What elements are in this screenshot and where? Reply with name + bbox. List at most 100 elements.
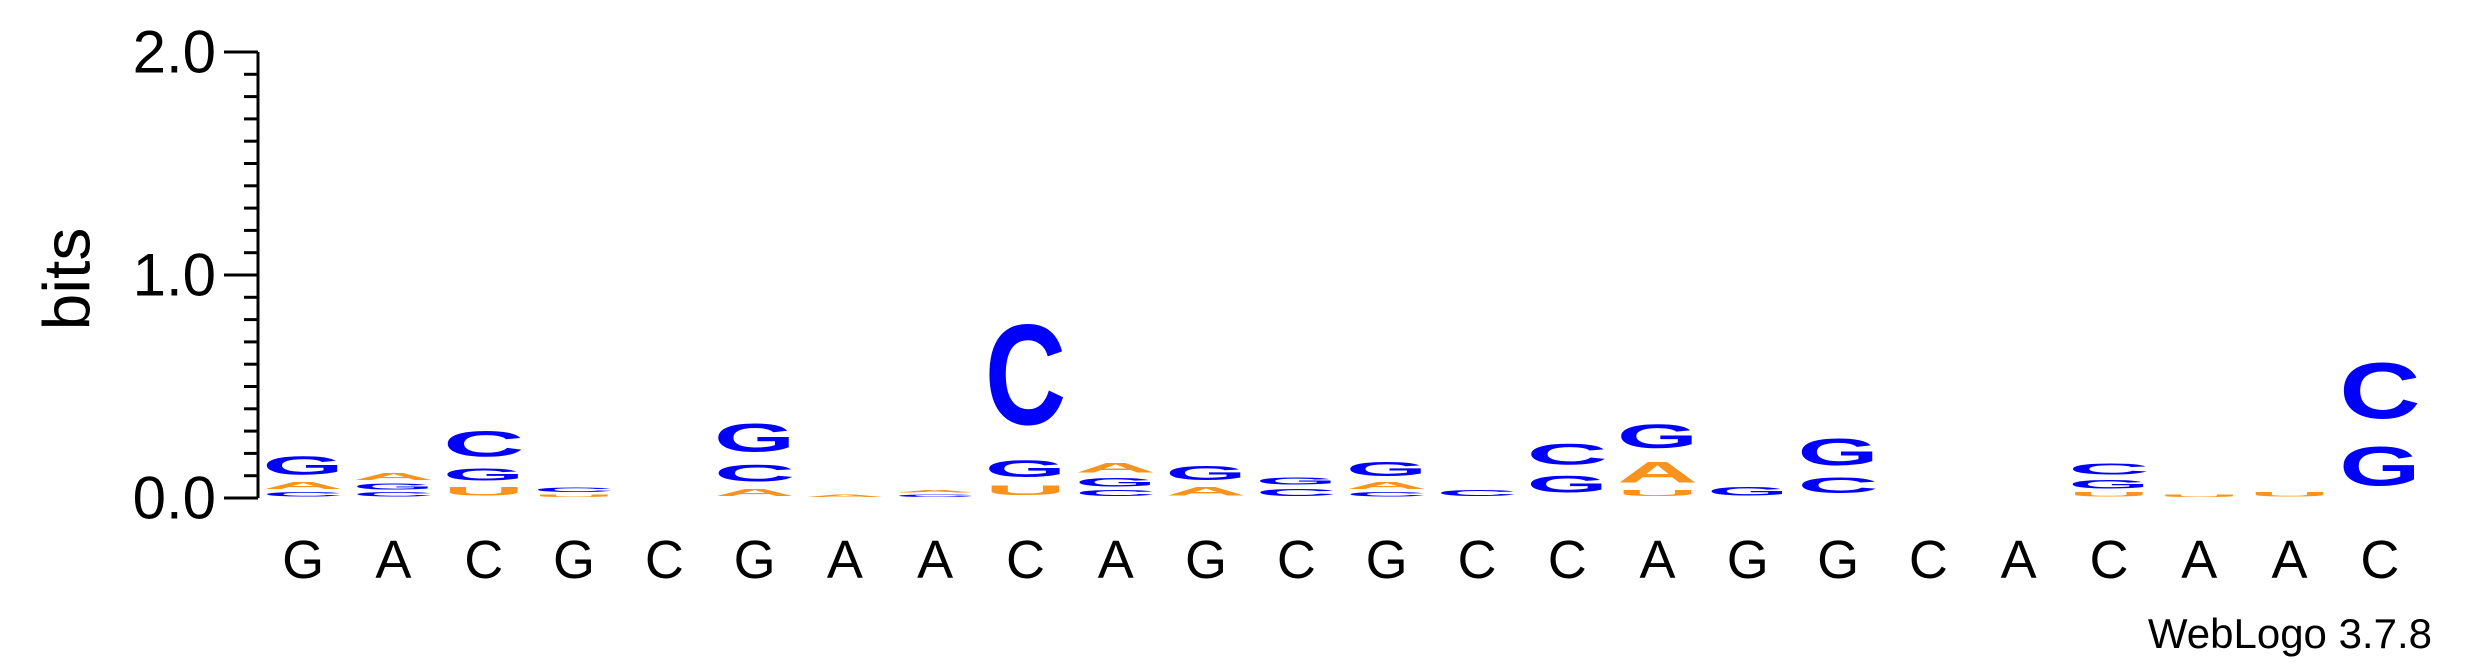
logo-column: CG	[1797, 431, 1878, 498]
logo-column: CGA	[1075, 460, 1156, 498]
logo-column: CGA	[353, 471, 434, 498]
x-position-label: A	[2272, 530, 2308, 590]
logo-letter-U: U	[2068, 491, 2149, 498]
logo-column: CG	[1256, 476, 1337, 498]
logo-letter-G: G	[1527, 471, 1608, 498]
logo-letter-C: C	[443, 424, 524, 464]
logo-letter-G: G	[1165, 462, 1246, 484]
x-position-label: G	[734, 530, 776, 590]
logo-letter-G: G	[1256, 476, 1337, 487]
x-position-label: C	[645, 530, 684, 590]
logo-letter-U: U	[1617, 489, 1698, 498]
logo-letter-C: C	[1797, 474, 1878, 498]
logo-letter-A: A	[895, 489, 976, 493]
logo-letter-G: G	[443, 464, 524, 484]
logo-column: UGC	[2068, 460, 2149, 498]
x-position-label: C	[1277, 530, 1316, 590]
logo-letter-C: C	[353, 491, 434, 498]
x-position-label: A	[2181, 530, 2217, 590]
logo-column: A	[804, 494, 885, 498]
logo-letter-C: C	[714, 460, 795, 487]
logo-letter-G: G	[1075, 476, 1156, 489]
logo-letter-G: G	[1346, 458, 1427, 480]
logo-letter-C: C	[2339, 346, 2420, 435]
logo-letter-A: A	[714, 487, 795, 498]
logo-letter-G: G	[1707, 485, 1788, 498]
logo-letter-C: C	[2068, 460, 2149, 478]
x-position-label: G	[1727, 530, 1769, 590]
x-position-label: G	[282, 530, 324, 590]
logo-column: CA	[895, 489, 976, 498]
logo-column: C	[1436, 489, 1517, 498]
logo-column: U	[2249, 491, 2330, 498]
x-position-label: C	[2360, 530, 2399, 590]
x-position-label: A	[1640, 530, 1676, 590]
logo-letter-A: A	[263, 480, 344, 491]
x-position-label: A	[827, 530, 863, 590]
logo-letter-U: U	[443, 485, 524, 498]
logo-letter-U: U	[2249, 491, 2330, 498]
y-tick-label: 2.0	[133, 19, 216, 86]
logo-letter-C: C	[985, 295, 1066, 455]
logo-letter-G: G	[985, 456, 1066, 483]
x-position-label: G	[1185, 530, 1227, 590]
logo-column: GC	[2339, 346, 2420, 498]
logo-letter-U: U	[985, 482, 1066, 498]
logo-letter-G: G	[714, 415, 795, 460]
logo-letter-C: C	[895, 494, 976, 498]
y-axis-label: bits	[29, 228, 103, 331]
logo-letter-U: U	[533, 494, 614, 498]
logo-letter-A: A	[1346, 480, 1427, 491]
x-position-label: G	[553, 530, 595, 590]
logo-letter-C: C	[1527, 438, 1608, 471]
logo-letter-C: C	[533, 487, 614, 494]
y-axis: 0.0 1.0 2.0	[133, 19, 260, 532]
logo-letter-G: G	[1797, 431, 1878, 473]
logo-letter-A: A	[353, 471, 434, 482]
x-position-label: A	[917, 530, 953, 590]
x-position-label: C	[1457, 530, 1496, 590]
x-position-label: G	[1366, 530, 1408, 590]
x-position-label: A	[2001, 530, 2037, 590]
weblogo-version-footer: WebLogo 3.7.8	[2148, 610, 2432, 657]
logo-letter-U: U	[2159, 494, 2240, 498]
logo-column: CAG	[263, 451, 344, 498]
logo-letter-G: G	[263, 451, 344, 480]
logo-letter-G: G	[353, 482, 434, 491]
logo-column: UAG	[1617, 418, 1698, 498]
logo-column: UGC	[985, 295, 1066, 498]
x-position-label: C	[1548, 530, 1587, 590]
logo-letter-C: C	[1256, 487, 1337, 498]
logo-column: UC	[533, 487, 614, 498]
logo-letter-C: C	[1075, 489, 1156, 498]
x-position-label: C	[464, 530, 503, 590]
logo-letter-G: G	[2339, 435, 2420, 498]
x-position-label: C	[1006, 530, 1045, 590]
x-position-label: G	[1817, 530, 1859, 590]
logo-letter-C: C	[1436, 489, 1517, 498]
logo-column: ACG	[714, 415, 795, 498]
logo-letter-A: A	[804, 494, 885, 498]
logo-letter-G: G	[1617, 418, 1698, 455]
logo-letter-C: C	[1346, 491, 1427, 498]
logo-letter-G: G	[2068, 478, 2149, 491]
logo-column: AG	[1165, 462, 1246, 498]
logo-column: UGC	[443, 424, 524, 498]
x-position-label: A	[375, 530, 411, 590]
x-position-label: A	[1098, 530, 1134, 590]
y-tick-label: 0.0	[133, 465, 216, 532]
x-position-label: C	[1909, 530, 1948, 590]
logo-letter-A: A	[1165, 485, 1246, 498]
x-position-label: C	[2089, 530, 2128, 590]
y-tick-label: 1.0	[133, 242, 216, 309]
logo-letter-C: C	[263, 491, 344, 498]
logo-column: G	[1707, 485, 1788, 498]
logo-letter-A: A	[1075, 460, 1156, 476]
logo-column: GC	[1527, 438, 1608, 498]
logo-column: U	[2159, 494, 2240, 498]
logo-column: CAG	[1346, 458, 1427, 498]
logo-letter-A: A	[1617, 456, 1698, 489]
